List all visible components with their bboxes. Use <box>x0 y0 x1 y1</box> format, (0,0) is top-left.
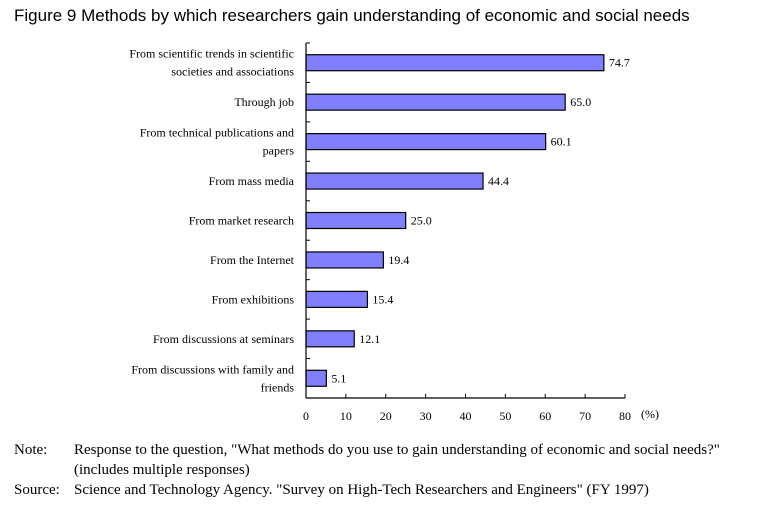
source-text: Science and Technology Agency. "Survey o… <box>74 482 649 498</box>
bar <box>305 172 484 190</box>
category-label: Through job <box>234 95 294 109</box>
x-tick-label: 20 <box>380 409 392 423</box>
bar <box>305 369 327 387</box>
data-label: 44.4 <box>488 174 509 188</box>
bar-chart: 74.7 From scientific trends in scientific… <box>129 42 659 423</box>
data-label: 12.1 <box>359 332 380 346</box>
category-label: From mass media <box>209 174 295 188</box>
category-label: From market research <box>189 214 294 228</box>
notes-block: Note: Response to the question, "What me… <box>14 440 774 500</box>
x-tick-label: 50 <box>499 409 511 423</box>
bar <box>305 54 605 72</box>
bar <box>305 93 566 111</box>
note-row: Note: Response to the question, "What me… <box>14 440 774 480</box>
note-text: Response to the question, "What methods … <box>74 442 720 478</box>
bar <box>305 251 384 269</box>
category-label: papers <box>263 144 295 158</box>
category-label: From scientific trends in scientific <box>129 47 294 61</box>
data-label: 74.7 <box>609 56 630 70</box>
x-tick-label: 60 <box>539 409 551 423</box>
category-label: friends <box>261 380 295 394</box>
category-label: From exhibitions <box>212 292 295 306</box>
x-tick-label: 40 <box>460 409 472 423</box>
source-row: Source: Science and Technology Agency. "… <box>14 480 774 500</box>
x-tick-label: 0 <box>303 409 309 423</box>
x-tick-label: 70 <box>579 409 591 423</box>
bar <box>305 330 355 348</box>
data-label: 19.4 <box>388 253 409 267</box>
bar <box>305 290 369 308</box>
category-label: From technical publications and <box>140 126 294 140</box>
data-label: 25.0 <box>411 214 432 228</box>
category-label: From discussions at seminars <box>153 332 294 346</box>
x-tick-label: 30 <box>420 409 432 423</box>
data-label: 60.1 <box>551 135 572 149</box>
chart-title: Figure 9 Methods by which researchers ga… <box>14 6 690 25</box>
category-label: From discussions with family and <box>131 362 294 376</box>
bar <box>305 211 407 230</box>
note-label: Note: <box>14 442 48 458</box>
x-tick-label: 10 <box>340 409 352 423</box>
bar <box>305 133 547 151</box>
source-label: Source: <box>14 482 60 498</box>
data-label: 65.0 <box>570 95 591 109</box>
x-tick-label: 80 <box>619 409 631 423</box>
category-label: societies and associations <box>171 65 294 79</box>
category-label: From the Internet <box>210 253 295 267</box>
data-label: 15.4 <box>372 292 393 306</box>
x-unit-label: (%) <box>641 407 659 421</box>
data-label: 5.1 <box>331 371 346 385</box>
